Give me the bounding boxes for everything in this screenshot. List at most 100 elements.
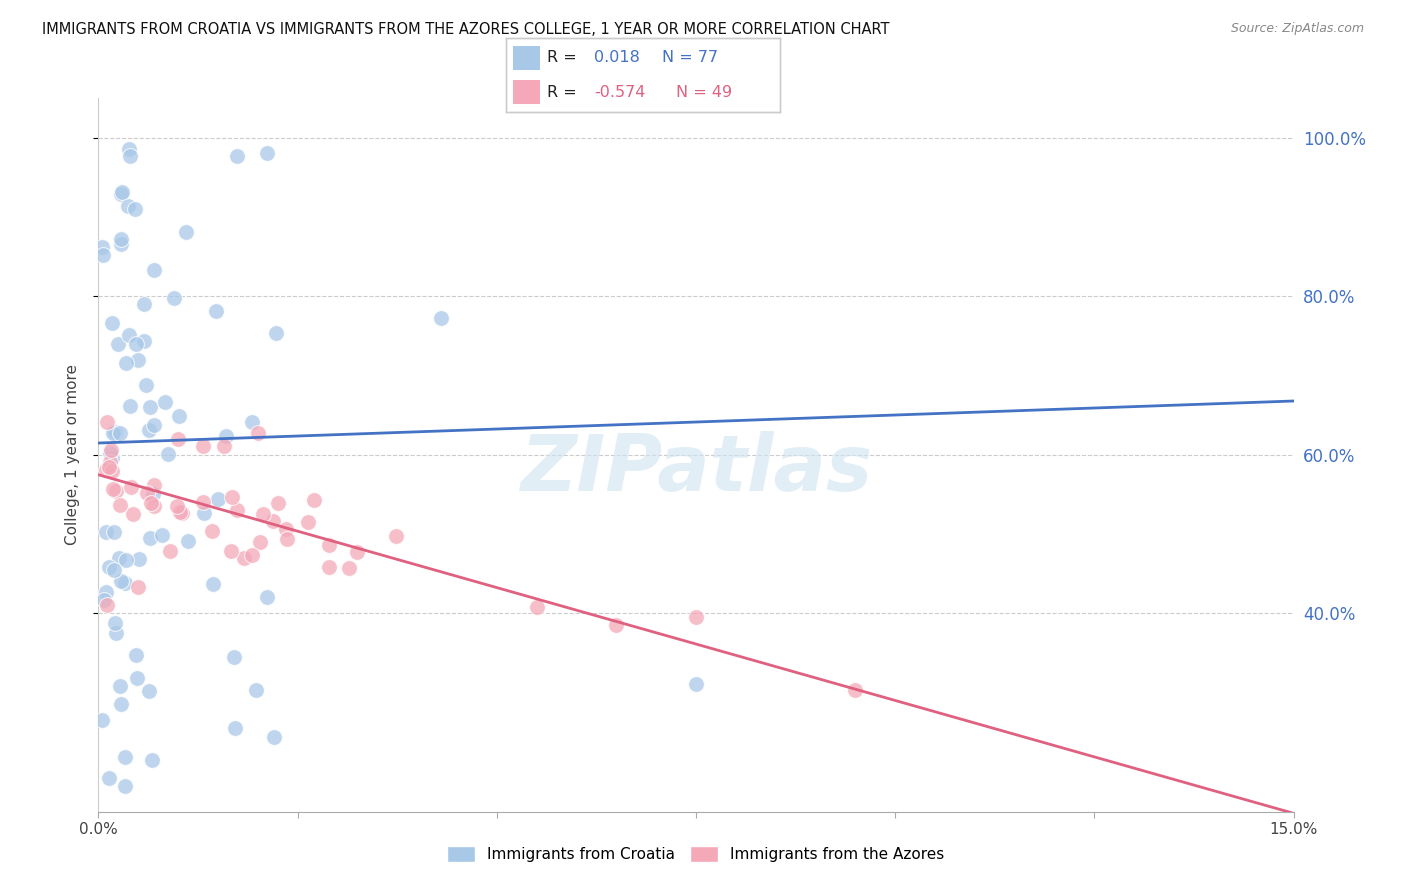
Text: IMMIGRANTS FROM CROATIA VS IMMIGRANTS FROM THE AZORES COLLEGE, 1 YEAR OR MORE CO: IMMIGRANTS FROM CROATIA VS IMMIGRANTS FR… (42, 22, 890, 37)
Point (100, 464, 122, 478)
Point (143, 418, 166, 433)
Point (176, 533, 198, 548)
Point (96, 585, 118, 599)
Point (101, 316, 124, 330)
Point (385, 529, 408, 543)
Point (142, 499, 165, 513)
Text: ZIPatlas: ZIPatlas (520, 431, 872, 508)
Point (263, 730, 285, 744)
Point (202, 577, 225, 591)
Point (166, 499, 188, 513)
Point (157, 447, 180, 461)
Point (142, 487, 165, 501)
Point (134, 334, 156, 349)
Point (205, 304, 228, 318)
Point (201, 524, 224, 539)
Point (114, 356, 136, 370)
Point (110, 697, 132, 711)
Point (120, 399, 142, 413)
Point (215, 429, 238, 443)
Point (107, 551, 129, 566)
Point (115, 553, 138, 567)
Point (125, 336, 148, 351)
Point (127, 671, 149, 685)
Point (94, 525, 117, 540)
Point (302, 493, 325, 508)
Point (262, 514, 284, 528)
Point (128, 552, 150, 566)
Point (122, 507, 145, 521)
Point (97, 560, 120, 574)
Point (232, 550, 254, 565)
Point (97, 771, 120, 785)
Point (110, 679, 132, 693)
Point (114, 749, 136, 764)
Text: R =: R = (547, 50, 582, 65)
Point (153, 395, 176, 409)
Point (143, 262, 166, 277)
Point (105, 626, 128, 640)
Point (297, 515, 319, 529)
Point (141, 753, 163, 767)
Point (96, 598, 118, 612)
Point (225, 149, 247, 163)
Point (276, 532, 298, 546)
Point (249, 535, 271, 549)
Point (97, 459, 120, 474)
Point (685, 677, 707, 691)
Point (170, 506, 193, 520)
Point (226, 503, 249, 517)
Point (339, 560, 361, 574)
Point (91, 713, 114, 727)
Point (139, 400, 162, 414)
Point (127, 580, 149, 594)
Point (120, 480, 142, 494)
Point (100, 443, 122, 458)
Point (267, 495, 290, 509)
Point (264, 326, 287, 340)
Text: -0.574: -0.574 (593, 85, 645, 100)
Point (169, 505, 191, 519)
Point (103, 563, 125, 577)
Point (96, 463, 118, 477)
Point (135, 378, 157, 392)
Bar (513, 45, 540, 70)
Point (104, 425, 127, 439)
Point (141, 496, 163, 510)
Point (125, 648, 148, 662)
Point (107, 336, 129, 351)
Point (110, 232, 132, 246)
Point (127, 352, 149, 367)
Point (245, 682, 267, 697)
Legend: Immigrants from Croatia, Immigrants from the Azores: Immigrants from Croatia, Immigrants from… (441, 840, 950, 868)
Point (526, 600, 548, 615)
Point (685, 610, 707, 624)
Point (124, 202, 146, 216)
Point (118, 142, 141, 156)
Y-axis label: College, 1 year or more: College, 1 year or more (65, 365, 80, 545)
Point (167, 433, 190, 447)
Point (98, 446, 121, 460)
Point (103, 524, 125, 539)
Point (103, 425, 125, 440)
Point (256, 591, 278, 605)
Point (111, 185, 134, 199)
Point (114, 576, 136, 591)
Point (91, 248, 114, 262)
Point (114, 779, 136, 793)
Point (193, 506, 215, 520)
Point (117, 199, 139, 213)
Point (104, 615, 127, 630)
Point (174, 225, 197, 239)
Point (138, 684, 160, 698)
Point (138, 423, 160, 437)
Point (219, 544, 242, 558)
Point (139, 531, 162, 545)
Point (430, 311, 453, 326)
Point (224, 649, 246, 664)
Point (191, 494, 214, 508)
Point (96, 415, 118, 429)
Point (274, 522, 297, 536)
Bar (513, 80, 540, 104)
Point (118, 149, 141, 163)
